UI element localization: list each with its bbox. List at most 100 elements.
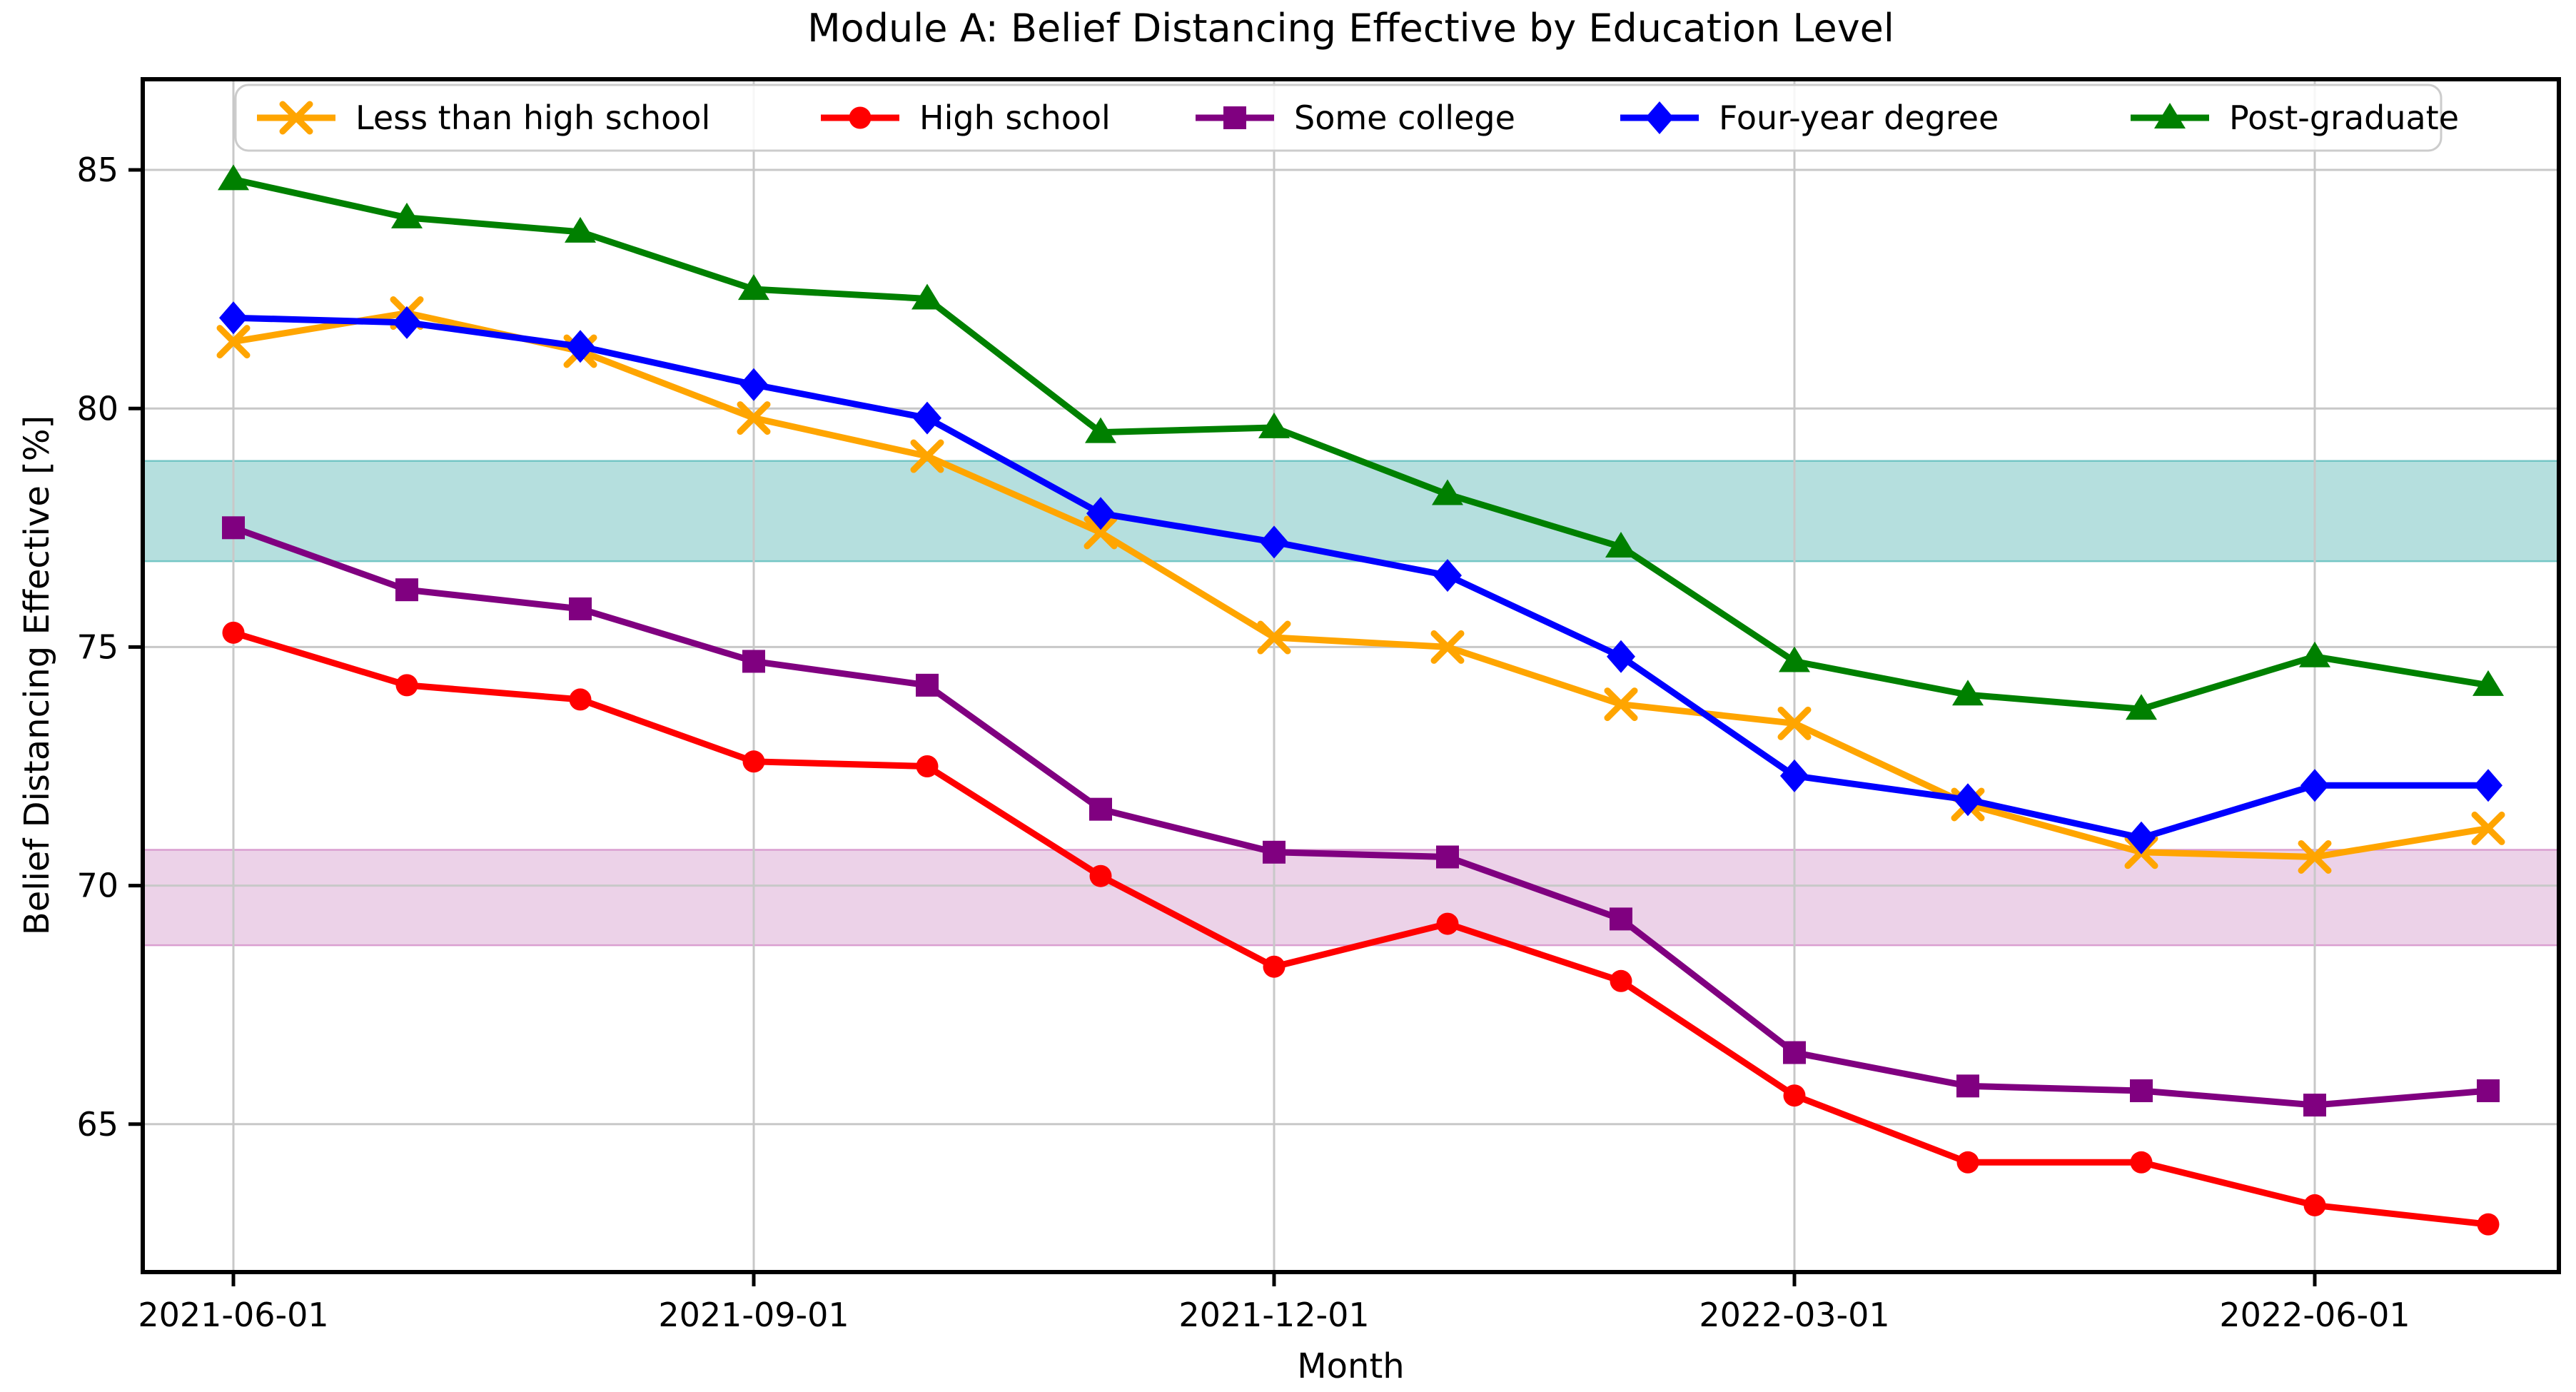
legend-label: Less than high school [355,99,710,137]
circle-marker [569,688,592,711]
circle-marker [2477,1213,2500,1236]
chart-title: Module A: Belief Distancing Effective by… [807,6,1894,51]
square-marker [2477,1079,2500,1103]
square-marker [916,673,939,697]
legend-label: High school [919,99,1111,137]
circle-marker [1089,864,1112,887]
y-tick-label: 80 [76,389,118,428]
x-marker [1257,620,1291,655]
x-marker [737,401,771,435]
triangle-marker [1258,412,1290,438]
band-fill [143,849,2559,946]
square-marker [1436,845,1459,869]
diamond-marker [1954,783,1982,817]
circle-marker [1610,969,1632,992]
series-less-than-high-school [216,296,2505,874]
x-marker [216,325,251,359]
x-marker [1604,687,1638,722]
triangle-marker [218,164,249,191]
diamond-marker [393,306,421,339]
x-tick-label: 2021-12-01 [1178,1296,1369,1334]
triangle-marker [738,274,769,301]
square-marker [1263,840,1286,864]
circle-marker [395,674,418,697]
circle-marker [1263,955,1286,978]
x-tick-label: 2022-06-01 [2219,1296,2410,1334]
triangle-marker [1605,532,1637,558]
diamond-marker [1433,559,1462,592]
diamond-marker [1260,525,1288,559]
legend-item-high-school: High school [821,99,1111,137]
circle-marker [1436,912,1459,935]
diamond-marker [566,330,595,363]
square-marker [1783,1041,1806,1064]
triangle-marker [2299,641,2330,667]
x-tick-label: 2022-03-01 [1699,1296,1889,1334]
square-marker [1610,907,1632,931]
diamond-marker [219,301,248,335]
series-line [230,176,2492,712]
y-axis-label: Belief Distancing Effective [%] [17,415,57,936]
diamond-marker [1086,497,1115,530]
triangle-marker [1779,646,1810,672]
triangle-marker [2154,103,2186,128]
diamond-marker [913,401,941,435]
legend-item-post-graduate: Post-graduate [2131,99,2459,137]
diamond-marker [2474,769,2502,802]
x-marker [279,101,313,135]
diamond-marker [1645,101,1674,134]
circle-marker [2130,1151,2153,1174]
triangle-marker [2473,670,2504,696]
circle-marker [916,755,939,777]
legend-box [234,84,2443,152]
x-axis-label: Month [1297,1346,1405,1386]
series-line [230,310,2492,860]
square-marker [1223,106,1246,129]
triangle-marker [565,216,596,243]
circle-marker [1783,1084,1806,1107]
x-marker [1430,630,1465,664]
x-tick-label: 2021-06-01 [138,1296,328,1334]
triangle-marker [1952,680,1984,706]
square-marker [395,578,418,602]
series-high-school [222,621,2500,1236]
square-marker [569,597,592,620]
square-marker [742,650,765,673]
y-tick-label: 85 [76,151,118,189]
y-tick-label: 75 [76,627,118,666]
series-line [230,314,2492,842]
legend: Less than high school High school Some col… [234,84,2459,152]
series-line [230,629,2492,1228]
legend-label: Some college [1294,99,1515,137]
triangle-marker [391,202,423,228]
x-marker [2471,811,2505,845]
square-marker [222,516,245,540]
series-some-college [222,516,2500,1117]
legend-item-less-than-high-school: Less than high school [257,99,710,137]
circle-marker [849,106,872,129]
diamond-marker [2300,769,2329,802]
x-marker [910,439,944,473]
square-marker [1089,797,1112,821]
triangle-marker [911,283,943,310]
y-tick-label: 70 [76,867,118,905]
triangle-marker [1432,479,1463,505]
diamond-marker [1607,640,1635,673]
circle-marker [222,621,245,644]
band-fill [143,460,2559,562]
circle-marker [1956,1151,1979,1174]
x-marker [2298,839,2332,874]
circle-marker [2303,1194,2326,1216]
diamond-marker [2127,821,2156,854]
diamond-marker [739,368,768,401]
x-tick-label: 2021-09-01 [658,1296,849,1334]
legend-label: Four-year degree [1719,99,1999,137]
square-marker [1956,1074,1979,1098]
diamond-marker [1780,759,1809,792]
square-marker [2303,1094,2326,1117]
triangle-marker [2126,694,2157,720]
band-upper-reference-band [143,460,2559,563]
band-lower-reference-band [143,849,2559,947]
